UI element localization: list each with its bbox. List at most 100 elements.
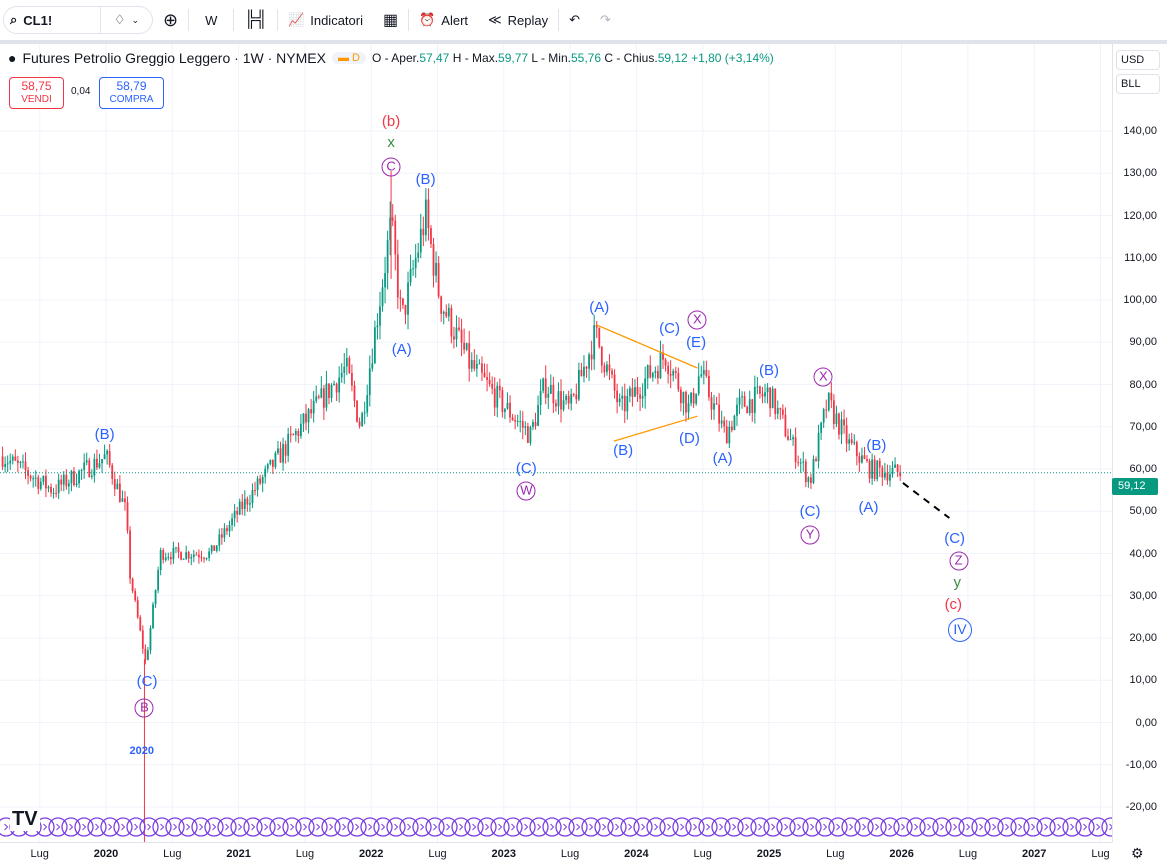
wave-label[interactable]: (B) bbox=[613, 441, 634, 459]
candle-body bbox=[228, 525, 231, 532]
candle-body bbox=[651, 372, 654, 378]
buy-button[interactable]: 58,79 COMPRA bbox=[99, 77, 164, 109]
wave-label[interactable]: 2020 bbox=[129, 744, 155, 757]
candle-body bbox=[282, 444, 284, 463]
price-chart[interactable] bbox=[0, 44, 1112, 842]
undo-button[interactable]: ↶ bbox=[559, 5, 590, 35]
layouts-button[interactable]: ▦ bbox=[373, 5, 408, 35]
cycle-circle bbox=[685, 817, 705, 837]
time-tick: Lug bbox=[428, 848, 447, 860]
candle-body bbox=[889, 474, 891, 481]
candle-body bbox=[259, 478, 262, 484]
candle-body bbox=[794, 437, 797, 463]
currency-button[interactable]: USD bbox=[1116, 50, 1160, 70]
wave-label[interactable]: (C) bbox=[136, 672, 158, 690]
cycle-arrow-icon bbox=[355, 823, 360, 831]
candle-body bbox=[34, 477, 37, 479]
candle-body bbox=[149, 628, 152, 651]
wave-label[interactable]: X bbox=[813, 367, 833, 387]
candle-body bbox=[9, 460, 12, 464]
wave-label[interactable]: (A) bbox=[391, 340, 412, 358]
candle-body bbox=[580, 369, 583, 377]
wave-label[interactable]: (B) bbox=[94, 426, 115, 444]
candle-body bbox=[886, 472, 889, 481]
wave-label[interactable]: (A) bbox=[589, 299, 610, 317]
price-tick: 120,00 bbox=[1123, 209, 1157, 222]
tradingview-logo[interactable]: TV bbox=[10, 808, 40, 831]
cycle-circle bbox=[542, 817, 562, 837]
wave-label[interactable]: (B) bbox=[866, 437, 887, 455]
compare-button[interactable]: ⊕ bbox=[153, 5, 188, 35]
cycle-arrow-icon bbox=[121, 823, 126, 831]
cycle-arrow-icon bbox=[667, 823, 672, 831]
interval-button[interactable]: W bbox=[205, 12, 218, 28]
chart-pane[interactable]: (b) x C (B) (A) (B) (C) B 2020 (C) W (A) (B) (C) X (E) (… bbox=[0, 44, 1112, 842]
symbol-search[interactable]: ⌕ CL1! bbox=[3, 6, 101, 34]
indicators-button[interactable]: 📈 Indicatori bbox=[288, 12, 363, 28]
symbol-type-dropdown[interactable]: ♢ ⌄ bbox=[101, 6, 153, 34]
cycle-circle bbox=[451, 817, 471, 837]
chart-type-button[interactable]: ╠╣ bbox=[234, 5, 277, 35]
candle-body bbox=[424, 199, 427, 236]
candle-body bbox=[379, 306, 381, 326]
wave-label[interactable]: W bbox=[516, 481, 536, 501]
candle-body bbox=[254, 489, 256, 491]
sell-button[interactable]: 58,75 VENDI bbox=[9, 77, 64, 109]
wave-label[interactable]: X bbox=[687, 310, 707, 330]
candle-body bbox=[300, 423, 302, 437]
candle-body bbox=[628, 388, 631, 397]
wave-label[interactable]: (C) bbox=[944, 530, 966, 548]
candle-body bbox=[404, 305, 407, 315]
candle-body bbox=[284, 444, 287, 456]
wave-label[interactable]: y bbox=[953, 574, 962, 592]
wave-label[interactable]: (c) bbox=[944, 596, 963, 614]
wave-label[interactable]: x bbox=[387, 133, 395, 151]
wave-label[interactable]: (C) bbox=[659, 320, 680, 338]
cycle-circle bbox=[646, 817, 666, 837]
candle-body bbox=[231, 518, 233, 526]
cycle-circle bbox=[750, 817, 770, 837]
candle-body bbox=[588, 354, 590, 369]
cycle-circle bbox=[87, 817, 107, 837]
wave-label[interactable]: (A) bbox=[858, 498, 879, 516]
wave-label[interactable]: (D) bbox=[679, 430, 700, 447]
candle-body bbox=[741, 396, 743, 398]
cycle-arrow-icon bbox=[1057, 823, 1062, 831]
cycle-arrow-icon bbox=[836, 823, 841, 831]
replay-button[interactable]: ≪ Replay bbox=[488, 12, 549, 28]
candle-body bbox=[159, 550, 162, 571]
data-source-badge[interactable]: ▬ D bbox=[331, 52, 366, 64]
cycle-arrow-icon bbox=[225, 823, 230, 831]
candle-body bbox=[871, 459, 874, 479]
wave-label[interactable]: Z bbox=[949, 551, 969, 571]
redo-button[interactable]: ↷ bbox=[590, 5, 621, 35]
wave-label[interactable]: B bbox=[134, 698, 154, 718]
unit-button[interactable]: BLL bbox=[1116, 74, 1160, 94]
wave-label[interactable]: IV bbox=[947, 617, 972, 642]
wave-label[interactable]: (B) bbox=[759, 361, 779, 379]
wave-label[interactable]: (A) bbox=[712, 449, 733, 467]
wave-label[interactable]: (E) bbox=[686, 334, 707, 352]
settings-gear-icon[interactable]: ⚙ bbox=[1131, 845, 1144, 861]
candle-body bbox=[562, 400, 565, 410]
wave-label[interactable]: (C) bbox=[515, 460, 537, 477]
oil-drop-icon: ● bbox=[8, 50, 17, 66]
cycle-arrow-icon bbox=[498, 823, 503, 831]
cycle-arrow-icon bbox=[82, 823, 87, 831]
cycle-arrow-icon bbox=[706, 823, 711, 831]
candle-body bbox=[491, 383, 494, 389]
cycle-circle bbox=[334, 817, 354, 837]
wave-label[interactable]: (B) bbox=[415, 171, 436, 188]
wave-label[interactable]: C bbox=[381, 157, 401, 177]
wave-label[interactable]: Y bbox=[800, 525, 820, 545]
time-axis[interactable]: Lug 2020 Lug 2021 Lug 2022 Lug 2023 Lug 2024 Lug 20… bbox=[0, 842, 1112, 865]
candle-body bbox=[442, 311, 445, 314]
wave-label[interactable]: (b) bbox=[381, 113, 401, 131]
candle-body bbox=[289, 433, 292, 435]
wave-label[interactable]: (C) bbox=[799, 503, 821, 521]
candle-body bbox=[396, 254, 399, 298]
cycle-circle bbox=[178, 817, 198, 837]
alert-button[interactable]: ⏰ Alert bbox=[419, 12, 469, 28]
price-axis[interactable]: 140,00 130,00 120,00 110,00 100,00 90,00 80,00… bbox=[1112, 44, 1167, 842]
candle-body bbox=[139, 617, 142, 631]
